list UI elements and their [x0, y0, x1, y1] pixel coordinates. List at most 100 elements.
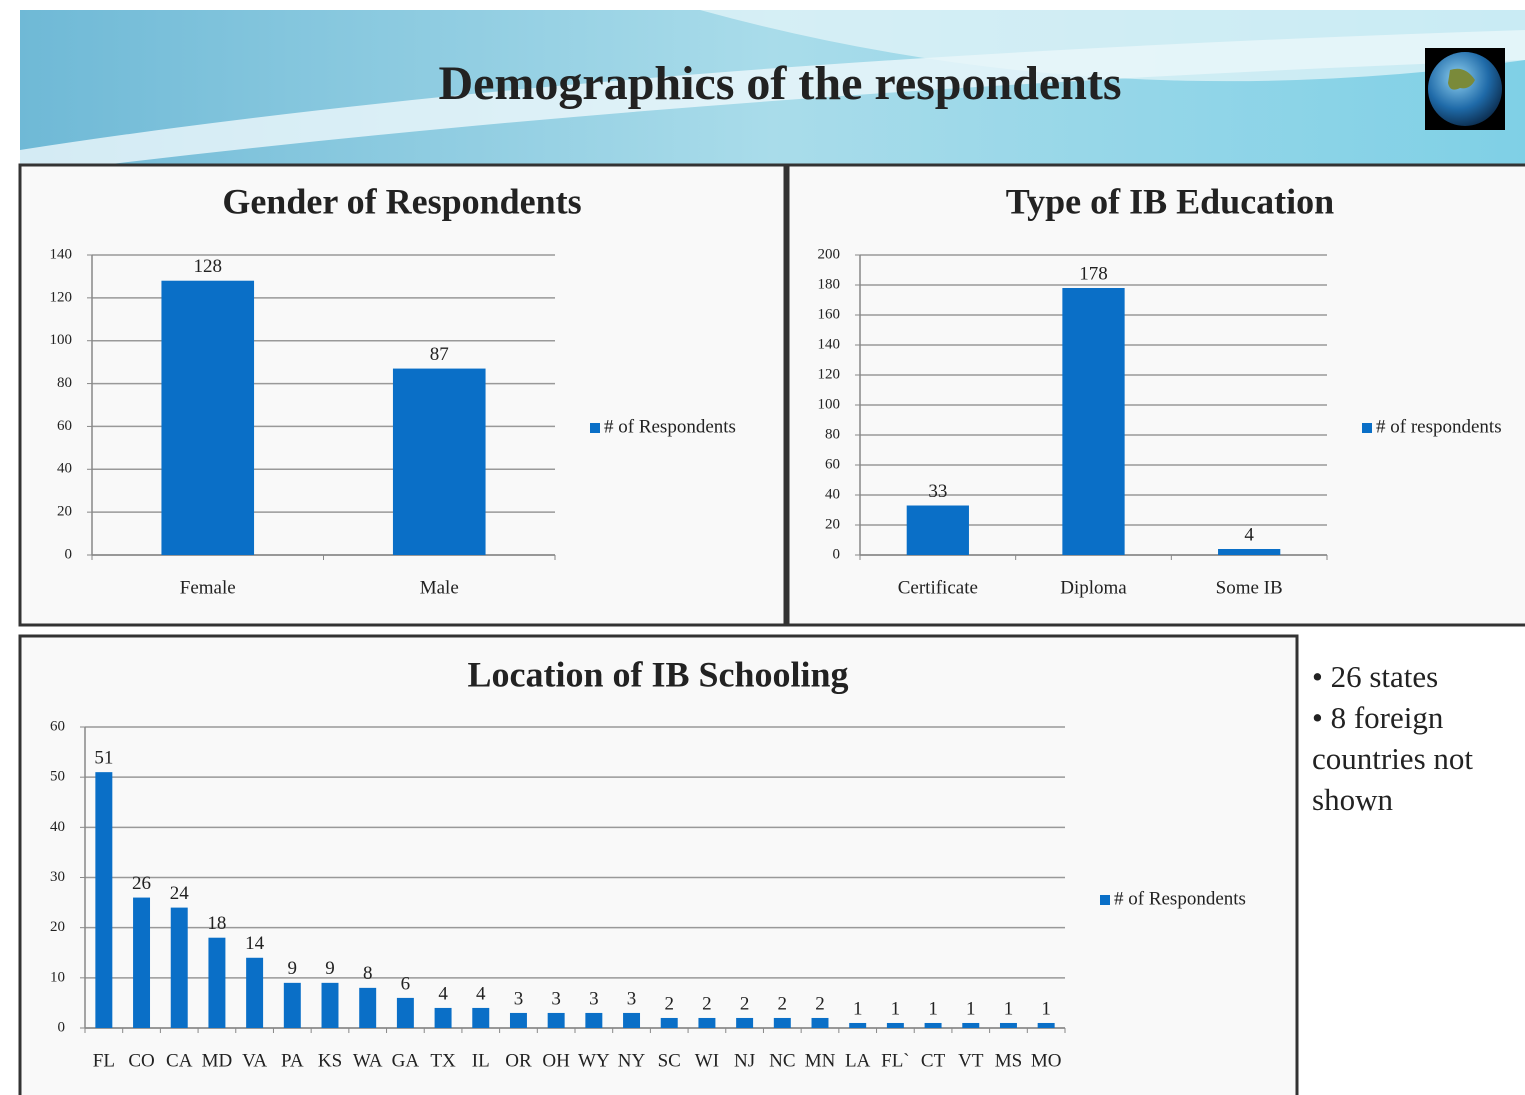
bar	[698, 1017, 716, 1028]
data-label: 9	[325, 958, 335, 979]
bar	[434, 1007, 452, 1028]
data-label: 1	[966, 998, 976, 1019]
note-text: 26 states	[1331, 659, 1439, 694]
y-tick-label: 60	[50, 718, 65, 734]
x-tick-label: Certificate	[898, 577, 978, 598]
legend-swatch	[1362, 423, 1372, 433]
data-label: 87	[430, 344, 449, 365]
bar	[246, 957, 264, 1028]
x-tick-label: TX	[430, 1050, 456, 1071]
bar	[623, 1012, 641, 1028]
x-tick-label: WI	[695, 1050, 719, 1071]
y-tick-label: 40	[57, 461, 72, 477]
bar	[999, 1022, 1017, 1028]
x-tick-label: NJ	[734, 1050, 755, 1071]
y-tick-label: 160	[818, 306, 841, 322]
x-tick-label: OR	[505, 1050, 532, 1071]
x-tick-label: Female	[180, 577, 236, 598]
data-label: 2	[664, 993, 674, 1014]
bar	[773, 1017, 791, 1028]
bar	[811, 1017, 829, 1028]
x-tick-label: SC	[658, 1050, 681, 1071]
bullet-note: • 8 foreign countries not shown	[1312, 700, 1473, 817]
note-text: 8 foreign	[1331, 700, 1444, 735]
data-label: 6	[401, 973, 411, 994]
bar	[396, 997, 414, 1028]
y-tick-label: 80	[825, 426, 840, 442]
x-tick-label: VT	[958, 1050, 984, 1071]
bar	[547, 1012, 565, 1028]
x-tick-label: NC	[769, 1050, 795, 1071]
y-tick-label: 0	[58, 1019, 66, 1035]
data-label: 2	[702, 993, 712, 1014]
bar	[472, 1007, 490, 1028]
data-label: 3	[627, 988, 637, 1009]
bar	[392, 368, 486, 555]
x-tick-label: KS	[318, 1050, 342, 1071]
y-tick-label: 120	[818, 366, 841, 382]
y-tick-label: 60	[825, 456, 840, 472]
x-tick-label: LA	[845, 1050, 871, 1071]
x-tick-label: FL	[93, 1050, 115, 1071]
bar	[170, 907, 188, 1028]
bar	[886, 1022, 904, 1028]
globe-icon	[1428, 52, 1502, 126]
x-tick-label: MN	[805, 1050, 836, 1071]
y-tick-label: 10	[50, 969, 65, 985]
data-label: 51	[94, 748, 113, 769]
data-label: 1	[1041, 998, 1051, 1019]
data-label: 4	[476, 983, 486, 1004]
x-tick-label: MO	[1031, 1050, 1062, 1071]
x-tick-label: MS	[995, 1050, 1022, 1071]
legend-swatch	[590, 423, 600, 433]
bar	[359, 987, 377, 1028]
bar	[924, 1022, 942, 1028]
bar	[1037, 1022, 1055, 1028]
data-label: 4	[1244, 524, 1254, 545]
data-label: 4	[438, 983, 448, 1004]
globe-land	[1448, 68, 1475, 90]
x-tick-label: MD	[202, 1050, 233, 1071]
bar	[1218, 549, 1281, 555]
x-tick-label: OH	[542, 1050, 570, 1071]
data-label: 1	[1004, 998, 1014, 1019]
data-label: 3	[589, 988, 599, 1009]
x-tick-label: GA	[392, 1050, 420, 1071]
bar	[208, 937, 226, 1028]
bar	[283, 982, 301, 1028]
chart-title: Gender of Respondents	[222, 181, 581, 221]
data-label: 33	[928, 481, 947, 502]
panel	[786, 163, 1525, 627]
legend-swatch	[1100, 895, 1110, 905]
x-tick-label: Diploma	[1060, 577, 1127, 598]
panel	[18, 634, 1299, 1095]
bar	[736, 1017, 754, 1028]
data-label: 1	[891, 998, 901, 1019]
data-label: 18	[207, 913, 226, 934]
y-tick-label: 140	[50, 246, 73, 262]
chart-title: Type of IB Education	[1006, 181, 1334, 221]
x-tick-label: NY	[618, 1050, 646, 1071]
bar	[321, 982, 339, 1028]
y-tick-label: 120	[50, 289, 73, 305]
y-tick-label: 140	[818, 336, 841, 352]
x-tick-label: IL	[472, 1050, 490, 1071]
note-text: countries not	[1312, 741, 1473, 776]
y-tick-label: 180	[818, 276, 841, 292]
y-tick-label: 100	[50, 332, 73, 348]
x-tick-label: CO	[128, 1050, 154, 1071]
x-tick-label: Some IB	[1216, 577, 1283, 598]
bar	[962, 1022, 980, 1028]
header-swoosh	[700, 10, 1525, 82]
x-tick-label: Male	[420, 577, 459, 598]
data-label: 26	[132, 873, 151, 894]
bullet-note: • 26 states	[1312, 659, 1438, 694]
bar	[906, 505, 969, 555]
chart-title: Location of IB Schooling	[467, 654, 848, 694]
x-tick-label: PA	[281, 1050, 304, 1071]
x-tick-label: WA	[353, 1050, 383, 1071]
bar	[1062, 288, 1125, 555]
legend-label: # of Respondents	[1114, 888, 1246, 909]
y-tick-label: 80	[57, 375, 72, 391]
